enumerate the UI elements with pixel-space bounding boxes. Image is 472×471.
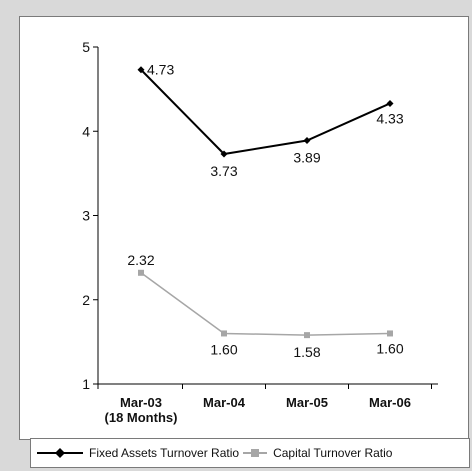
x-tick-label: Mar-06	[369, 395, 411, 410]
y-tick-label: 3	[82, 208, 90, 224]
data-point	[304, 332, 310, 339]
diamond-line-icon	[37, 448, 83, 458]
line-chart: 1 2 3 4 5 Mar-03 (18 Months) Mar-04 Mar-05 Mar-06…	[82, 39, 438, 425]
data-label: 1.58	[293, 344, 320, 360]
y-tick-label: 1	[82, 376, 90, 392]
y-tick-label: 2	[82, 292, 90, 308]
data-label: 1.60	[210, 341, 237, 357]
legend: Fixed Assets Turnover Ratio Capital Turn…	[30, 438, 470, 468]
legend-item-capital: Capital Turnover Ratio	[243, 446, 392, 460]
data-label: 2.32	[127, 252, 154, 268]
series-line-1	[140, 272, 391, 336]
square-line-icon	[243, 449, 268, 457]
y-tick-label: 5	[82, 39, 90, 55]
data-point	[137, 66, 145, 74]
data-label: 4.73	[147, 62, 174, 78]
legend-label-fixed-assets: Fixed Assets Turnover Ratio	[89, 446, 240, 460]
data-point	[387, 330, 393, 337]
data-label: 4.33	[376, 110, 403, 126]
data-point	[138, 269, 144, 276]
legend-item-fixed-assets: Fixed Assets Turnover Ratio	[37, 446, 239, 460]
x-tick-label: Mar-05	[286, 395, 328, 410]
x-tick-label: Mar-04	[203, 395, 246, 410]
data-point	[221, 330, 227, 337]
data-point	[303, 137, 311, 145]
chart-frame: 1 2 3 4 5 Mar-03 (18 Months) Mar-04 Mar-05 Mar-06…	[19, 16, 469, 440]
data-label: 3.73	[210, 163, 237, 179]
data-label: 3.89	[293, 150, 320, 166]
data-point	[220, 150, 228, 158]
series-line-0	[140, 69, 391, 156]
y-tick-label: 4	[82, 123, 90, 139]
legend-label-capital: Capital Turnover Ratio	[273, 446, 393, 460]
data-label: 1.60	[376, 340, 403, 356]
x-tick-label: Mar-03 (18 Months)	[105, 395, 178, 425]
data-point	[386, 99, 394, 107]
